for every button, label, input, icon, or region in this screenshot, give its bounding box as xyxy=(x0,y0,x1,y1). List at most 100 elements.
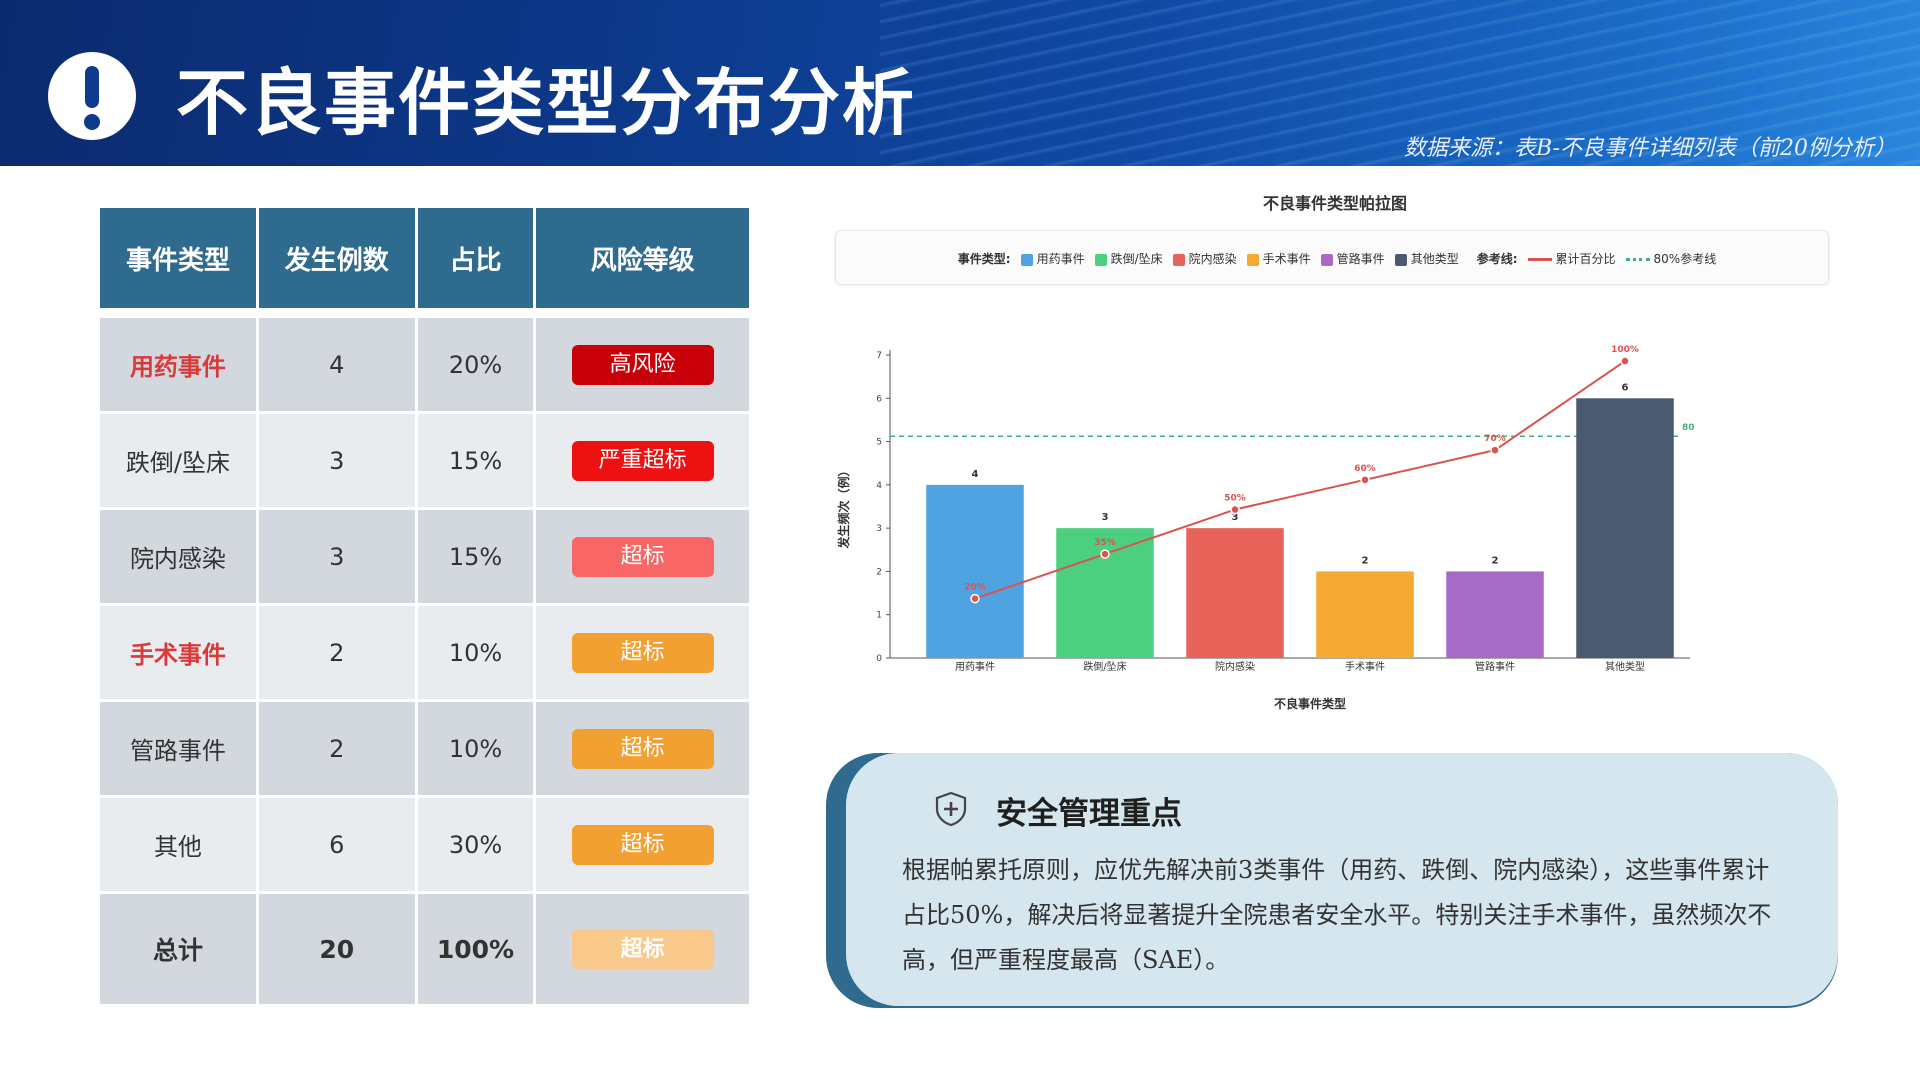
pareto-chart: 0 1 2 3 4 5 6 7 发生频次（例） 不良事件类型 4 用药事件 3 跌倒/坠床 3 院内感染 2 手术… xyxy=(836,345,1695,711)
cell-risk-level: 超标 xyxy=(536,702,749,795)
legend-item: 用药事件 xyxy=(1020,250,1085,267)
legend-dash xyxy=(1625,258,1650,261)
cell-event-type: 其他 xyxy=(100,798,256,891)
cell-ratio: 10% xyxy=(417,702,534,795)
risk-badge: 超标 xyxy=(571,728,714,769)
header-risk-level: 风险等级 xyxy=(536,208,749,308)
legend-label: 用药事件 xyxy=(1036,252,1085,266)
table-row: 院内感染 3 15% 超标 xyxy=(100,510,749,603)
cell-risk-level: 严重超标 xyxy=(536,414,749,507)
x-tick-label: 院内感染 xyxy=(1215,660,1255,673)
cumulative-label: 35% xyxy=(1094,538,1116,548)
y-axis-label: 发生频次（例） xyxy=(836,464,851,549)
y-tick-label: 4 xyxy=(876,481,882,491)
shield-plus-icon xyxy=(935,791,967,827)
table-row: 跌倒/坠床 3 15% 严重超标 xyxy=(100,414,749,507)
header-count: 发生例数 xyxy=(258,208,415,308)
legend-item: 管路事件 xyxy=(1320,250,1385,267)
table-row: 其他 6 30% 超标 xyxy=(100,798,749,891)
legend-swatch xyxy=(1394,253,1407,266)
cell-event-type: 院内感染 xyxy=(100,510,256,603)
cell-ratio: 10% xyxy=(417,606,534,699)
cell-event-type: 跌倒/坠床 xyxy=(100,414,256,507)
bar-value-label: 3 xyxy=(1232,512,1239,523)
legend-label: 管路事件 xyxy=(1336,252,1385,266)
cell-total-ratio: 100% xyxy=(417,894,534,1004)
cumulative-point xyxy=(1100,549,1110,559)
x-axis-label: 不良事件类型 xyxy=(1274,696,1346,711)
cell-ratio: 15% xyxy=(417,414,534,507)
legend-item: 跌倒/坠床 xyxy=(1094,250,1163,267)
bar-value-label: 3 xyxy=(1102,512,1109,523)
cell-count: 2 xyxy=(258,702,415,795)
reference-value-label: 80 xyxy=(1682,423,1695,433)
chart-legend: 事件类型: 用药事件 跌倒/坠床 院内感染 手术事件 管路事件 其他类型 参考线: 累计百分比 8… xyxy=(835,230,1829,285)
page-title: 不良事件类型分布分析 xyxy=(176,61,917,145)
cell-risk-level: 超标 xyxy=(536,606,749,699)
cell-risk-level: 超标 xyxy=(536,798,749,891)
cell-total-count: 20 xyxy=(258,894,415,1004)
info-heading: 安全管理重点 xyxy=(996,796,1182,832)
table-total-row: 总计 20 100% 超标 xyxy=(100,894,749,1004)
bar-value-label: 2 xyxy=(1362,555,1369,566)
x-tick-label: 跌倒/坠床 xyxy=(1083,660,1126,673)
legend-label: 手术事件 xyxy=(1262,252,1311,266)
legend-swatch xyxy=(1172,253,1185,266)
legend-item: 院内感染 xyxy=(1172,250,1237,267)
risk-badge: 高风险 xyxy=(571,344,714,385)
header-ratio: 占比 xyxy=(417,208,534,308)
y-tick-label: 7 xyxy=(876,351,882,361)
legend-line xyxy=(1527,258,1552,261)
risk-badge: 超标 xyxy=(571,929,714,969)
header-event-type: 事件类型 xyxy=(100,208,256,308)
info-box xyxy=(846,753,1838,1006)
bar-value-label: 2 xyxy=(1492,555,1499,566)
header-banner: 不良事件类型分布分析 数据来源：表B-不良事件详细列表（前20例分析） xyxy=(0,0,1920,166)
legend-group-types: 事件类型: xyxy=(957,252,1011,266)
event-type-table: 事件类型 发生例数 占比 风险等级 用药事件 4 20% 高风险 跌倒/坠床 3 15% 严重… xyxy=(97,205,752,1007)
y-tick-label: 3 xyxy=(876,524,882,534)
legend-swatch xyxy=(1320,253,1333,266)
table-row: 手术事件 2 10% 超标 xyxy=(100,606,749,699)
cell-ratio: 30% xyxy=(417,798,534,891)
x-tick-label: 其他类型 xyxy=(1605,660,1645,673)
y-tick-label: 5 xyxy=(876,438,882,448)
table-row: 管路事件 2 10% 超标 xyxy=(100,702,749,795)
cell-count: 3 xyxy=(258,510,415,603)
legend-item-cumulative: 累计百分比 xyxy=(1527,250,1616,267)
cell-ratio: 15% xyxy=(417,510,534,603)
banner-wave-decoration xyxy=(880,0,1920,166)
cumulative-point xyxy=(970,593,980,604)
legend-group-ref: 参考线: xyxy=(1476,252,1518,266)
cell-count: 4 xyxy=(258,318,415,411)
cell-risk-level: 高风险 xyxy=(536,318,749,411)
table-header-row: 事件类型 发生例数 占比 风险等级 xyxy=(100,208,749,308)
y-tick-label: 6 xyxy=(876,394,882,404)
chart-title: 不良事件类型帕拉图 xyxy=(1262,194,1407,213)
exclamation-circle-icon xyxy=(48,52,136,140)
cell-risk-level: 超标 xyxy=(536,510,749,603)
legend-item: 其他类型 xyxy=(1394,250,1459,267)
risk-badge: 超标 xyxy=(571,536,714,577)
cell-ratio: 20% xyxy=(417,318,534,411)
legend-label: 其他类型 xyxy=(1410,252,1459,266)
x-tick-label: 用药事件 xyxy=(955,660,995,673)
legend-item-reference: 80%参考线 xyxy=(1625,250,1716,267)
info-text: 根据帕累托原则，应优先解决前3类事件（用药、跌倒、院内感染），这些事件累计占比5… xyxy=(902,856,1772,974)
cumulative-label: 70% xyxy=(1484,434,1506,444)
risk-badge: 超标 xyxy=(571,824,714,865)
cell-count: 3 xyxy=(258,414,415,507)
cell-event-type: 手术事件 xyxy=(100,606,256,699)
legend-swatch xyxy=(1020,253,1033,266)
x-tick-label: 手术事件 xyxy=(1345,660,1385,673)
risk-badge: 严重超标 xyxy=(571,440,714,481)
risk-badge: 超标 xyxy=(571,632,714,673)
cumulative-label: 60% xyxy=(1354,464,1376,474)
legend-label: 累计百分比 xyxy=(1555,252,1616,266)
cumulative-line xyxy=(974,360,1626,600)
legend-item: 手术事件 xyxy=(1246,250,1311,267)
cell-count: 6 xyxy=(258,798,415,891)
legend-swatch xyxy=(1094,253,1107,266)
bar-value-label: 6 xyxy=(1622,382,1629,393)
y-tick-label: 0 xyxy=(876,654,882,664)
